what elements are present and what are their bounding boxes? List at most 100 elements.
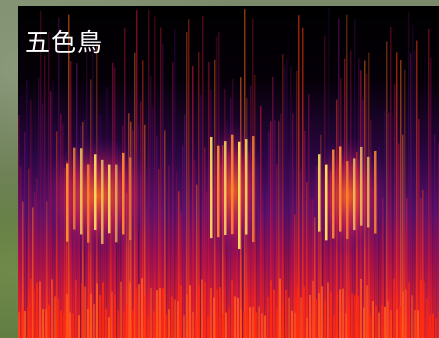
noise-stripe xyxy=(166,200,168,338)
noise-stripe xyxy=(234,217,236,338)
noise-stripe xyxy=(274,120,276,338)
low-band-stripe xyxy=(180,285,182,338)
noise-stripe xyxy=(30,100,32,338)
low-band-stripe xyxy=(147,316,149,338)
noise-stripe xyxy=(408,11,410,338)
noise-stripe xyxy=(296,70,298,338)
low-band-stripe xyxy=(429,315,431,338)
noise-stripe xyxy=(156,136,158,338)
noise-stripe xyxy=(298,15,300,338)
noise-stripe xyxy=(384,110,386,338)
low-band-stripe xyxy=(363,307,365,338)
low-band-stripe xyxy=(21,307,23,338)
call-harmonic xyxy=(101,159,104,245)
low-band-stripe xyxy=(384,306,386,338)
low-band-stripe xyxy=(396,309,398,338)
noise-stripe xyxy=(178,191,180,338)
noise-stripe xyxy=(236,217,238,338)
low-band-stripe xyxy=(315,299,317,338)
noise-stripe xyxy=(188,19,190,338)
low-band-stripe xyxy=(264,315,266,338)
low-band-stripe xyxy=(273,289,275,338)
low-band-stripe xyxy=(39,281,41,338)
species-label: 五色鳥 xyxy=(25,28,104,57)
noise-stripe xyxy=(40,11,42,338)
low-band-stripe xyxy=(129,282,131,338)
low-band-stripe xyxy=(207,317,209,338)
spectrogram-canvas xyxy=(18,6,439,338)
call-harmonic xyxy=(238,141,241,250)
noise-stripe xyxy=(32,207,34,338)
noise-stripe xyxy=(418,119,420,338)
low-band-stripe xyxy=(174,299,176,338)
call-harmonic xyxy=(87,164,90,243)
low-band-stripe xyxy=(420,279,422,338)
low-band-stripe xyxy=(54,296,56,338)
low-band-stripe xyxy=(60,310,62,338)
low-band-stripe xyxy=(261,313,263,338)
low-band-stripe xyxy=(204,282,206,338)
call-harmonic xyxy=(231,134,234,235)
low-band-stripe xyxy=(132,309,134,338)
noise-stripe xyxy=(280,113,282,338)
noise-stripe xyxy=(348,181,350,338)
low-band-stripe xyxy=(291,310,293,338)
noise-stripe xyxy=(286,59,288,338)
noise-stripe xyxy=(392,116,394,338)
low-band-stripe xyxy=(72,313,74,338)
low-band-stripe xyxy=(201,279,203,338)
noise-stripe xyxy=(36,178,38,338)
noise-stripe xyxy=(74,172,76,338)
call-harmonic xyxy=(339,146,342,232)
low-band-stripe xyxy=(339,289,341,338)
low-band-stripe xyxy=(285,290,287,338)
low-band-stripe xyxy=(159,288,161,338)
low-band-stripe xyxy=(126,304,128,338)
low-band-stripe xyxy=(297,287,299,338)
noise-stripe xyxy=(432,192,434,338)
low-band-stripe xyxy=(237,297,239,338)
low-band-stripe xyxy=(240,308,242,338)
low-band-stripe xyxy=(45,309,47,338)
noise-stripe xyxy=(24,131,26,338)
low-band-stripe xyxy=(318,293,320,338)
noise-stripe xyxy=(256,166,258,338)
low-band-stripe xyxy=(330,292,332,338)
noise-stripe xyxy=(34,192,36,338)
noise-stripe xyxy=(176,171,178,338)
noise-stripe xyxy=(436,217,438,338)
low-band-stripe xyxy=(231,280,233,338)
low-band-stripe xyxy=(219,287,221,338)
spectrogram xyxy=(18,6,439,338)
low-band-stripe xyxy=(78,315,80,338)
noise-stripe xyxy=(372,186,374,338)
noise-stripe xyxy=(278,121,280,338)
noise-stripe xyxy=(390,26,392,338)
low-band-stripe xyxy=(81,283,83,338)
noise-stripe xyxy=(424,217,426,338)
noise-stripe xyxy=(238,199,240,338)
noise-stripe xyxy=(186,31,188,338)
noise-stripe xyxy=(184,114,186,338)
low-band-stripe xyxy=(366,285,368,338)
low-band-stripe xyxy=(114,294,116,338)
low-band-stripe xyxy=(171,296,173,338)
noise-stripe xyxy=(420,197,422,338)
noise-stripe xyxy=(388,112,390,338)
call-harmonic xyxy=(122,152,125,235)
low-band-stripe xyxy=(423,281,425,338)
noise-stripe xyxy=(316,165,318,338)
noise-stripe xyxy=(302,27,304,338)
noise-stripe xyxy=(374,167,376,338)
noise-stripe xyxy=(38,76,40,338)
noise-stripe xyxy=(200,95,202,338)
low-band-stripe xyxy=(426,298,428,338)
low-band-stripe xyxy=(153,311,155,338)
noise-stripe xyxy=(400,60,402,338)
low-band-stripe xyxy=(357,295,359,338)
low-band-stripe xyxy=(369,315,371,338)
low-band-stripe xyxy=(111,291,113,338)
noise-stripe xyxy=(304,131,306,338)
low-band-stripe xyxy=(162,288,164,338)
low-band-stripe xyxy=(198,285,200,338)
